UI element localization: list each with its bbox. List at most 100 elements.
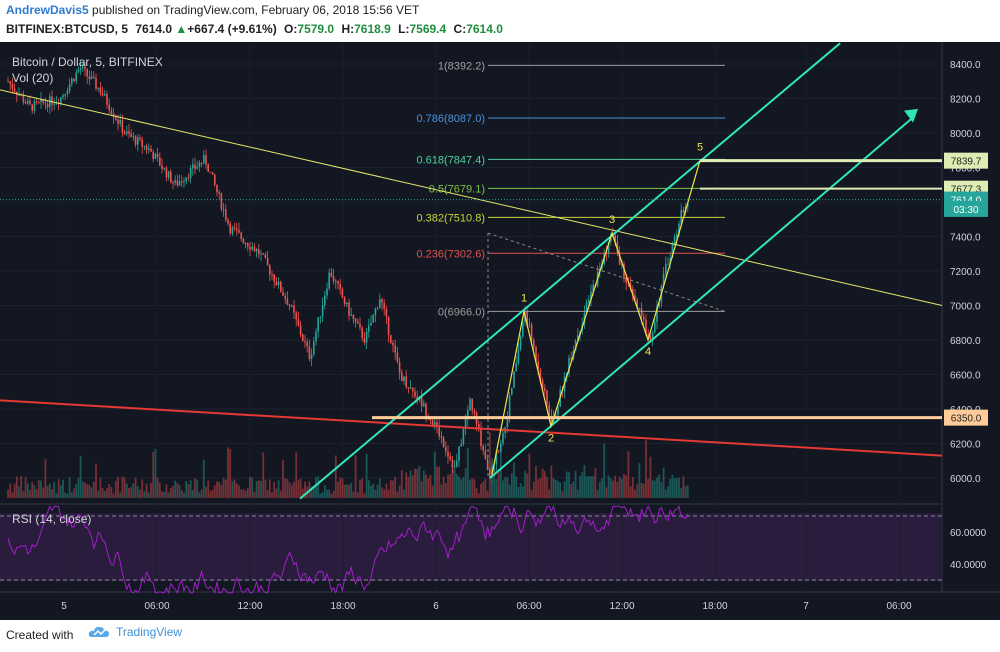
candle xyxy=(262,253,264,255)
candle xyxy=(425,403,427,416)
candle xyxy=(629,283,632,289)
candle xyxy=(372,314,374,323)
volume-bar xyxy=(187,484,190,498)
candle xyxy=(568,358,570,374)
volume-bar xyxy=(418,466,421,498)
volume-bar xyxy=(260,480,262,498)
volume-bar xyxy=(469,479,471,498)
volume-bar xyxy=(422,470,425,498)
candle xyxy=(515,363,517,372)
candle xyxy=(203,154,205,164)
candle xyxy=(71,78,73,85)
volume-bar xyxy=(559,482,562,498)
volume-bar xyxy=(673,478,676,498)
candle xyxy=(500,443,502,452)
volume-bar xyxy=(570,484,573,498)
candle xyxy=(84,66,86,69)
candle xyxy=(68,84,71,92)
volume-bar xyxy=(345,484,348,498)
volume-bar xyxy=(354,455,357,498)
volume-bar xyxy=(623,473,625,498)
candle xyxy=(165,167,168,178)
candle xyxy=(9,81,11,84)
candle xyxy=(110,110,113,114)
tradingview-logo[interactable]: TradingView xyxy=(88,625,182,639)
candle xyxy=(526,311,528,325)
candle xyxy=(390,335,392,343)
volume-bar xyxy=(473,479,476,498)
candle xyxy=(649,336,652,341)
candle xyxy=(508,395,511,418)
candle xyxy=(640,308,643,317)
volume-bar xyxy=(372,483,375,498)
volume-bar xyxy=(363,493,366,498)
candle xyxy=(321,305,324,317)
volume-bar xyxy=(394,476,397,498)
volume-bar xyxy=(183,492,185,498)
volume-bar xyxy=(367,480,370,498)
chart-canvas[interactable]: 1(8392.2) 0.786(8087.0) 0.618(7847.4) 0.5(7… xyxy=(0,42,1000,620)
candle xyxy=(374,308,377,315)
volume-bar xyxy=(607,475,610,498)
candle xyxy=(176,180,179,186)
volume-bar xyxy=(196,479,199,498)
candle xyxy=(682,210,685,213)
volume-bar xyxy=(387,489,390,498)
volume-bar xyxy=(277,480,280,498)
candle xyxy=(431,419,434,426)
volume-bar xyxy=(356,492,359,498)
volume-bar xyxy=(352,491,355,498)
volume-bar xyxy=(84,482,86,498)
volume-bar xyxy=(634,489,636,498)
candle xyxy=(451,459,454,468)
candle xyxy=(258,249,260,255)
candle xyxy=(497,450,500,452)
candle xyxy=(145,145,148,150)
volume-bar xyxy=(114,480,117,498)
candle xyxy=(453,466,456,468)
volume-bar xyxy=(398,485,401,498)
volume-bar xyxy=(431,485,434,498)
volume-bar xyxy=(535,465,537,498)
candle xyxy=(343,297,346,305)
volume-bar xyxy=(323,485,326,498)
price-tick-label: 7800.0 xyxy=(950,164,981,175)
candle xyxy=(104,94,106,96)
volume-bar xyxy=(35,489,38,498)
volume-bar xyxy=(9,483,12,498)
volume-bar xyxy=(112,493,115,498)
candle xyxy=(313,341,315,355)
price-tick-label: 8200.0 xyxy=(950,95,981,106)
price-chart[interactable]: 1(8392.2) 0.786(8087.0) 0.618(7847.4) 0.5(7… xyxy=(0,42,1000,620)
volume-bar xyxy=(200,489,203,498)
candle xyxy=(128,131,130,134)
candle xyxy=(621,264,623,266)
price-change: +667.4 (+9.61%) xyxy=(187,22,277,36)
wave-label: 3 xyxy=(609,214,615,226)
candle xyxy=(570,358,572,360)
candle xyxy=(645,319,647,335)
candle xyxy=(632,288,634,296)
volume-bar xyxy=(220,484,223,498)
volume-bar xyxy=(651,480,654,498)
candle xyxy=(638,308,641,310)
candle xyxy=(97,87,99,89)
candle xyxy=(326,288,328,296)
candle xyxy=(585,302,588,313)
volume-bar xyxy=(242,489,245,498)
volume-bar xyxy=(616,482,619,498)
candle xyxy=(473,410,476,414)
candle xyxy=(341,289,344,298)
candle xyxy=(77,69,80,73)
volume-bar xyxy=(574,470,577,498)
change-arrow: ▲ xyxy=(175,22,188,36)
candle xyxy=(178,181,181,186)
volume-bar xyxy=(348,484,350,498)
author-link[interactable]: AndrewDavis5 xyxy=(6,3,89,17)
candle xyxy=(440,436,443,438)
candle xyxy=(280,281,282,292)
volume-bar xyxy=(361,478,364,498)
candle xyxy=(471,398,473,411)
volume-bar xyxy=(172,485,174,498)
price-tick-label: 6000.0 xyxy=(950,474,981,485)
